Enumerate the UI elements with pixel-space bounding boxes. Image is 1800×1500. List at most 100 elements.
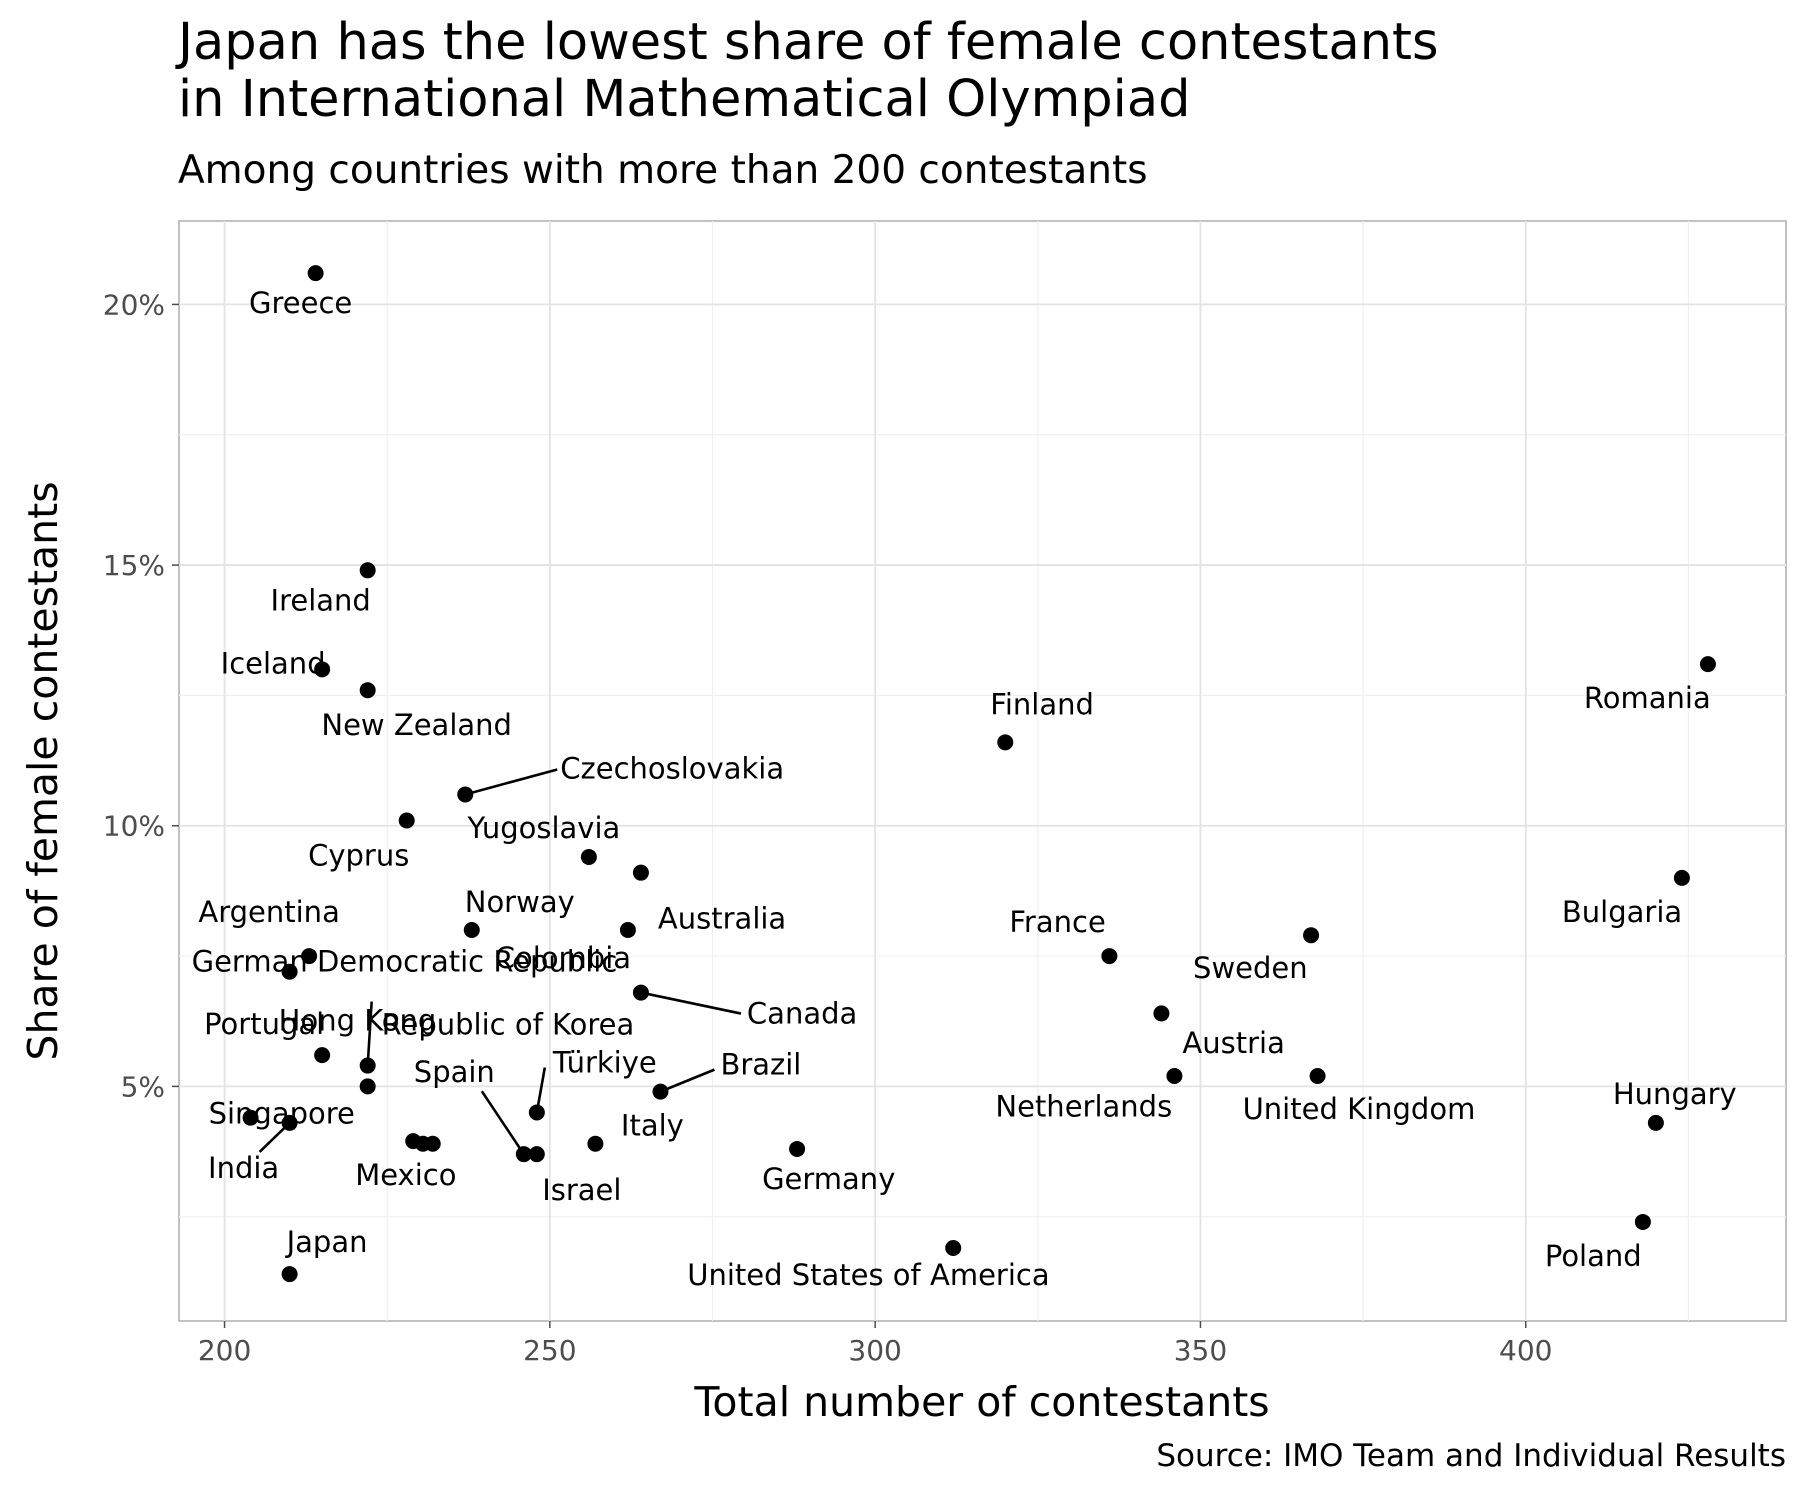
y-tick-label: 15% xyxy=(103,549,165,582)
label-spain: Spain xyxy=(414,1055,495,1089)
label-ireland: Ireland xyxy=(271,583,371,617)
point-colombia xyxy=(619,922,636,939)
point-spain xyxy=(515,1146,532,1163)
point-t-rkiye xyxy=(528,1104,545,1121)
label-czechoslovakia: Czechoslovakia xyxy=(560,751,784,785)
label-norway: Norway xyxy=(465,885,575,919)
leader-line-brazil xyxy=(659,1068,715,1093)
chart-subtitle: Among countries with more than 200 conte… xyxy=(178,148,1148,193)
point-labels: Greece Ireland Iceland New Zealand Cyprus Cze… xyxy=(192,286,1737,1292)
x-axis-title: Total number of contestants xyxy=(693,1378,1269,1426)
label-yugoslavia: Yugoslavia xyxy=(466,811,620,845)
point-ireland xyxy=(359,562,376,579)
chart-caption: Source: IMO Team and Individual Results xyxy=(1156,1438,1786,1474)
label-hong-kong: Hong Kong xyxy=(279,1003,437,1037)
point-canada xyxy=(632,984,649,1001)
point-united-states-of-america xyxy=(945,1240,962,1257)
point-italy xyxy=(587,1135,604,1152)
leader-line-czechoslovakia xyxy=(464,768,558,796)
point-republic-of-korea xyxy=(359,1057,376,1074)
label-brazil: Brazil xyxy=(720,1048,801,1082)
label-sweden: Sweden xyxy=(1193,951,1308,985)
label-japan: Japan xyxy=(285,1225,368,1259)
label-finland: Finland xyxy=(990,687,1094,721)
chart-title-line-2: in International Mathematical Olympiad xyxy=(178,70,1191,129)
plot-panel xyxy=(178,220,1787,1322)
label-hungary: Hungary xyxy=(1613,1077,1737,1111)
x-tick-label: 400 xyxy=(1499,1334,1552,1367)
point-austria xyxy=(1166,1067,1183,1084)
label-austria: Austria xyxy=(1182,1026,1284,1060)
point-czechoslovakia xyxy=(457,786,474,803)
point-iceland xyxy=(314,661,331,678)
label-cyprus: Cyprus xyxy=(308,839,409,873)
point-japan xyxy=(281,1266,298,1283)
point-israel xyxy=(528,1146,545,1163)
leader-line-spain xyxy=(480,1090,525,1155)
label-united-kingdom: United Kingdom xyxy=(1243,1092,1476,1126)
point-unlabeled xyxy=(424,1135,441,1152)
label-new-zealand: New Zealand xyxy=(321,708,512,742)
point-romania xyxy=(1699,656,1716,673)
label-france: France xyxy=(1009,905,1105,939)
label-mexico: Mexico xyxy=(355,1158,456,1192)
label-netherlands: Netherlands xyxy=(995,1089,1172,1123)
label-bulgaria: Bulgaria xyxy=(1562,895,1682,929)
point-german-democratic-republic xyxy=(281,963,298,980)
point-netherlands xyxy=(1153,1005,1170,1022)
axis-ticks: 200 250 300 350 400 5% 10% 15% 20% xyxy=(103,288,1553,1367)
label-iceland: Iceland xyxy=(221,646,326,680)
point-cyprus xyxy=(398,812,415,829)
label-argentina: Argentina xyxy=(198,895,339,929)
leader-line-republic-of-korea xyxy=(366,1001,373,1066)
point-france xyxy=(1101,948,1118,965)
x-tick-label: 200 xyxy=(198,1334,251,1367)
point-australia xyxy=(632,864,649,881)
label-poland: Poland xyxy=(1545,1239,1642,1273)
leader-line-canada xyxy=(640,991,742,1015)
y-tick-label: 10% xyxy=(103,810,165,843)
label-greece: Greece xyxy=(249,286,352,320)
y-tick-label: 5% xyxy=(121,1070,165,1103)
label-israel: Israel xyxy=(542,1173,621,1207)
point-finland xyxy=(997,734,1014,751)
label-romania: Romania xyxy=(1584,681,1711,715)
x-tick-label: 350 xyxy=(1174,1334,1227,1367)
chart-title-line-1: Japan has the lowest share of female con… xyxy=(178,13,1439,72)
y-axis-title: Share of female contestants xyxy=(19,481,67,1060)
data-points xyxy=(242,265,1716,1283)
point-germany xyxy=(789,1140,806,1157)
label-india: India xyxy=(208,1151,279,1185)
label-canada: Canada xyxy=(747,997,857,1031)
point-poland xyxy=(1634,1213,1651,1230)
chart-title: Japan has the lowest share of female con… xyxy=(178,14,1439,128)
label-portugal: Portugal xyxy=(204,1007,324,1041)
x-tick-label: 300 xyxy=(848,1334,901,1367)
point-yugoslavia xyxy=(580,849,597,866)
point-norway xyxy=(463,922,480,939)
label-leader-lines xyxy=(258,768,742,1155)
point-new-zealand xyxy=(359,682,376,699)
point-singapore xyxy=(242,1109,259,1126)
label-colombia: Colombia xyxy=(495,941,631,975)
x-tick-label: 250 xyxy=(523,1334,576,1367)
point-sweden xyxy=(1303,927,1320,944)
point-bulgaria xyxy=(1673,869,1690,886)
point-hungary xyxy=(1647,1114,1664,1131)
point-brazil xyxy=(652,1083,669,1100)
label-t-rkiye: Türkiye xyxy=(552,1045,657,1079)
label-singapore: Singapore xyxy=(209,1097,355,1131)
point-greece xyxy=(307,265,324,282)
point-united-kingdom xyxy=(1309,1067,1326,1084)
label-germany: Germany xyxy=(762,1162,895,1196)
label-german-democratic-republic: German Democratic Republic xyxy=(192,945,618,979)
label-italy: Italy xyxy=(621,1109,684,1143)
y-tick-label: 20% xyxy=(103,288,165,321)
point-argentina xyxy=(301,948,318,965)
point-portugal xyxy=(314,1047,331,1064)
label-australia: Australia xyxy=(658,902,786,936)
label-republic-of-korea: Republic of Korea xyxy=(382,1008,635,1042)
label-united-states-of-america: United States of America xyxy=(687,1258,1049,1292)
grid-lines xyxy=(179,221,1786,1321)
